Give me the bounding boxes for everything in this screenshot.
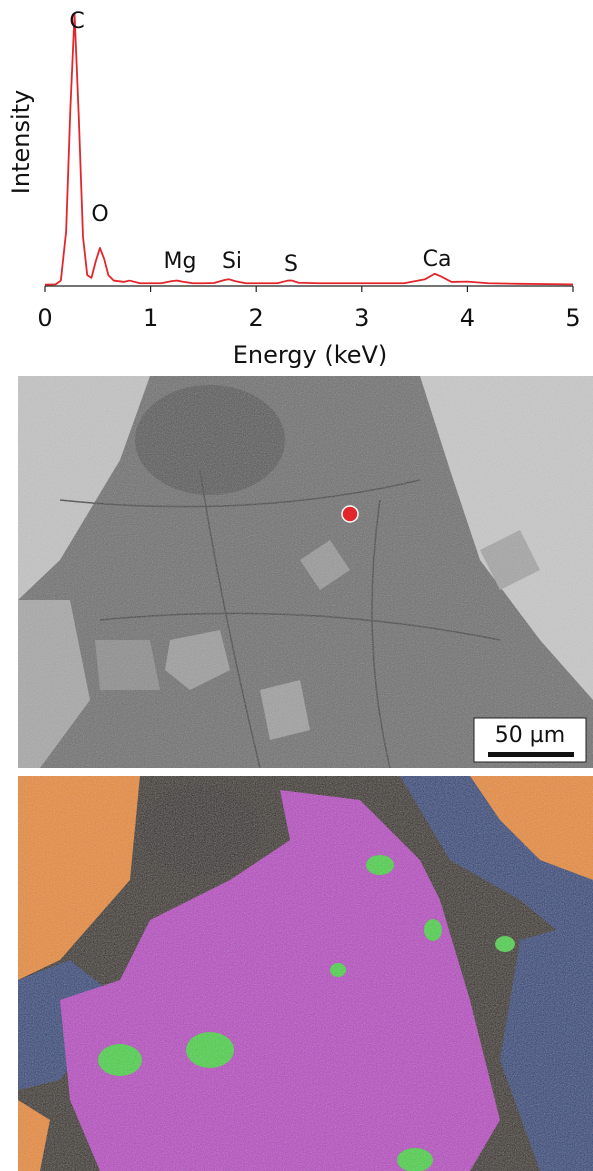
x-tick-label: 4	[460, 304, 475, 332]
x-tick-label: 2	[249, 304, 264, 332]
peak-label: S	[284, 252, 298, 277]
x-axis-label: Energy (keV)	[233, 341, 388, 369]
peak-label: O	[91, 202, 108, 227]
plot-area: 0 1 2 3 4 5 C O Mg Si S Ca	[37, 9, 580, 332]
element-map	[18, 776, 593, 1171]
x-tick-label: 0	[37, 304, 52, 332]
peak-label: C	[69, 9, 84, 34]
y-axis-label: Intensity	[7, 90, 35, 194]
peak-label: Ca	[423, 247, 452, 272]
peak-label: Si	[222, 249, 242, 274]
figure: Intensity Energy (keV) 0 1 2 3 4 5 C O Mg Si S Ca 5…	[0, 0, 593, 1171]
x-tick-label: 3	[354, 304, 369, 332]
spectrum-line	[45, 14, 573, 285]
sem-image: 50 µm	[18, 376, 593, 768]
peak-label: Mg	[164, 249, 197, 274]
x-tick-label: 1	[143, 304, 158, 332]
x-tick-label: 5	[565, 304, 580, 332]
scale-bar-label: 50 µm	[495, 723, 565, 748]
